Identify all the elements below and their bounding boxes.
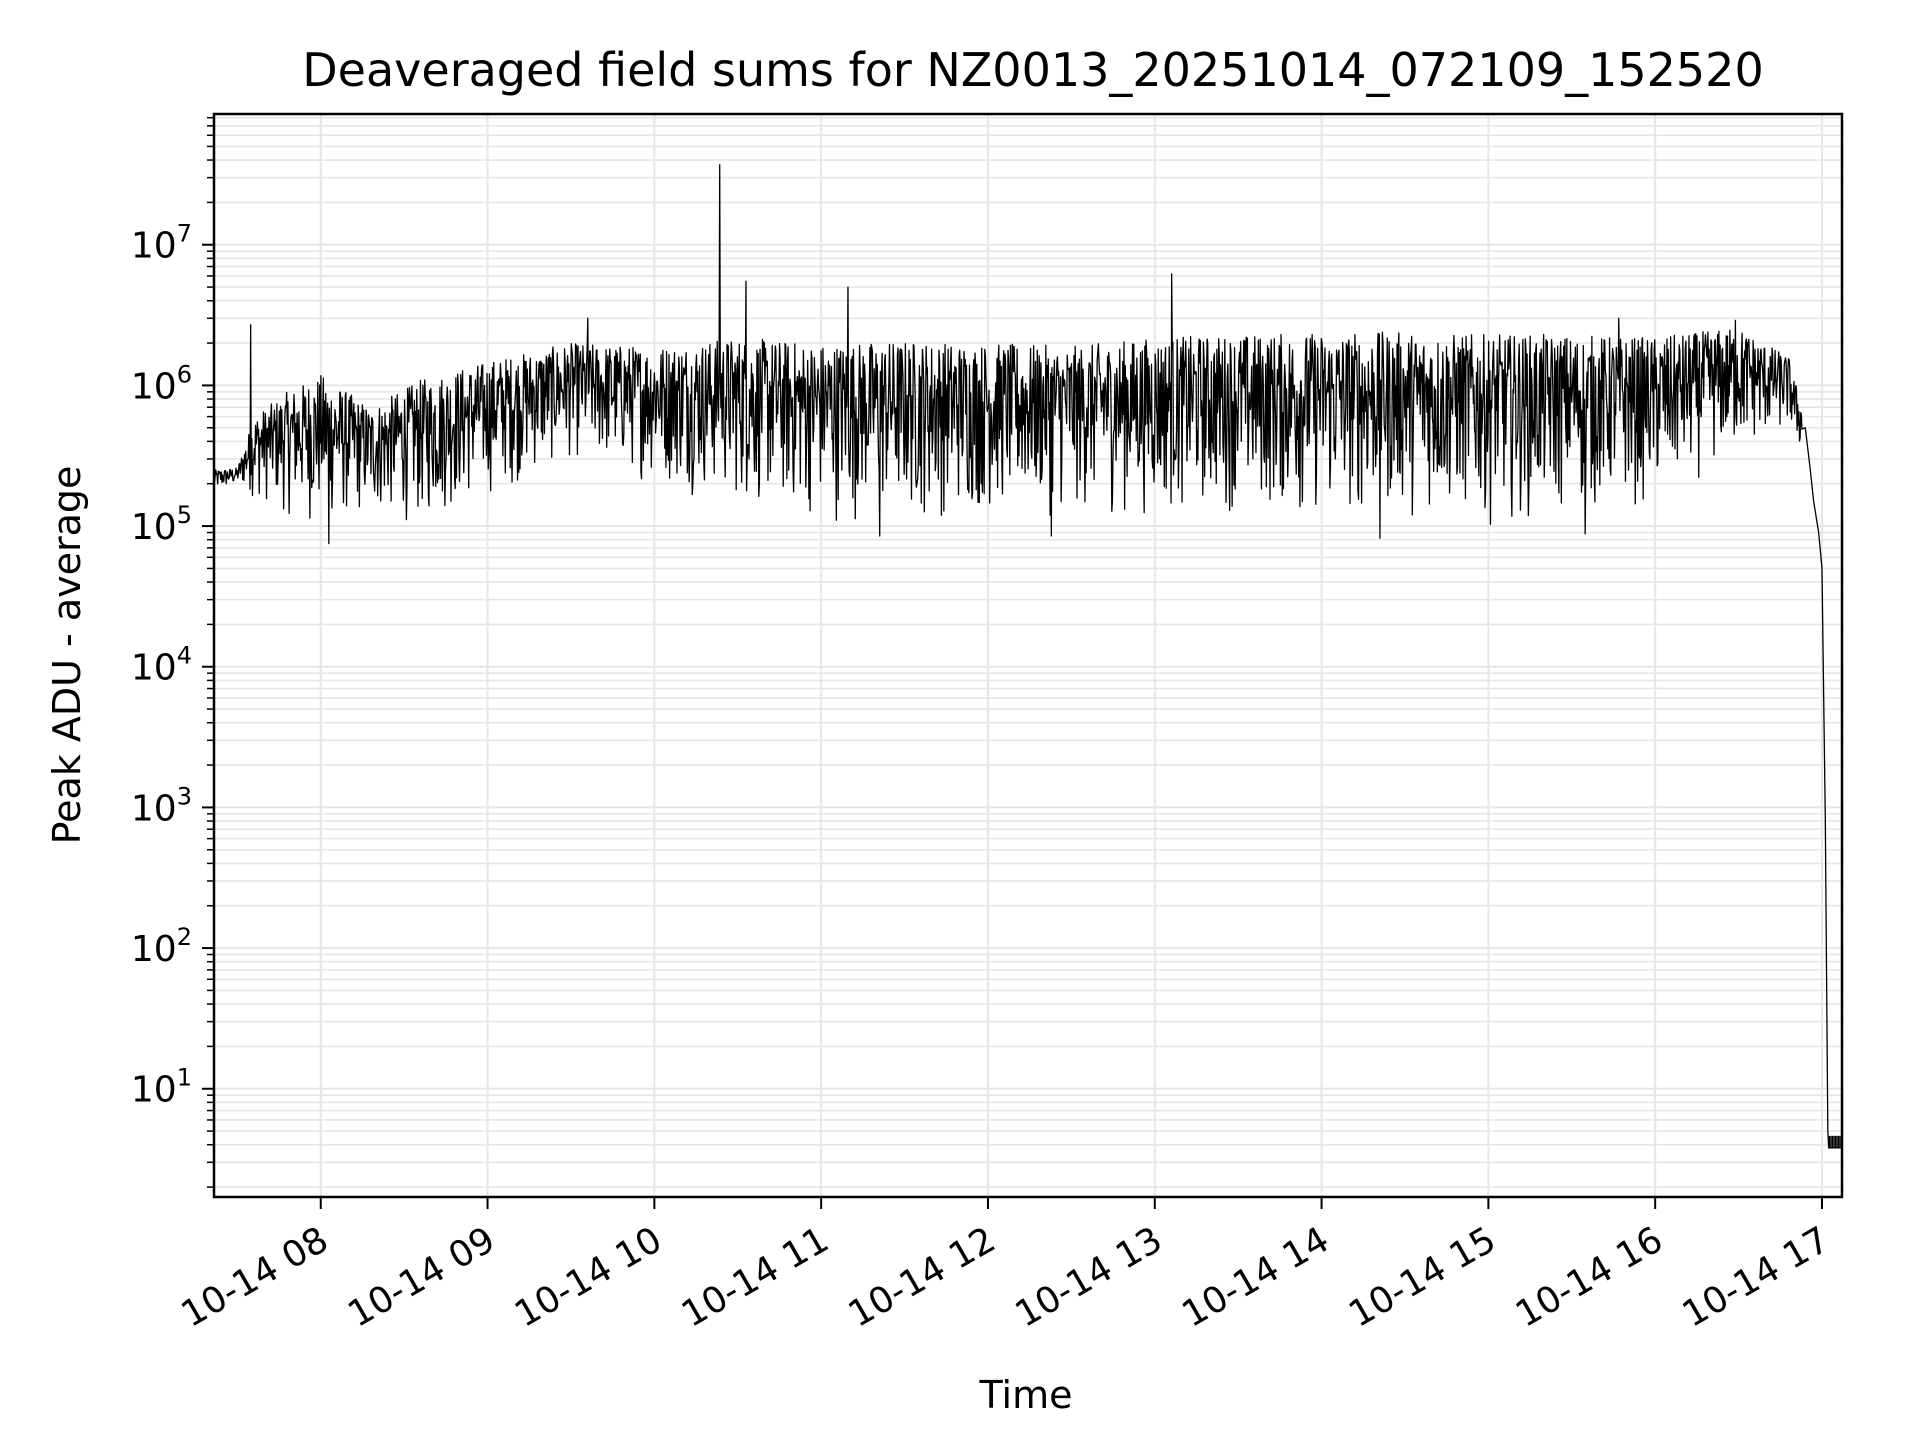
y-tick-exponent: 2	[177, 923, 192, 951]
y-tick-label: 103	[131, 782, 192, 829]
y-tick-base: 10	[131, 366, 177, 407]
y-tick-base: 10	[131, 788, 177, 829]
x-axis-label: Time	[979, 1373, 1073, 1417]
y-tick-exponent: 1	[177, 1064, 192, 1092]
series-path	[213, 164, 1842, 1149]
y-tick-label: 105	[131, 501, 192, 548]
y-tick-label: 101	[131, 1064, 192, 1111]
y-tick-exponent: 6	[177, 360, 192, 388]
y-tick-label: 104	[131, 642, 192, 689]
chart-title: Deaveraged field sums for NZ0013_2025101…	[302, 43, 1763, 97]
y-tick-base: 10	[131, 1070, 177, 1111]
y-tick-exponent: 5	[177, 501, 192, 529]
y-tick-exponent: 7	[177, 220, 192, 248]
y-tick-base: 10	[131, 929, 177, 970]
y-tick-label: 102	[131, 923, 192, 970]
y-tick-base: 10	[131, 648, 177, 689]
y-tick-label: 107	[131, 220, 192, 267]
plot-frame	[212, 112, 1844, 1199]
y-axis-label: Peak ADU - average	[45, 466, 89, 845]
y-tick-exponent: 4	[177, 642, 192, 670]
grid	[214, 114, 1842, 1197]
y-tick-exponent: 3	[177, 782, 192, 810]
y-tick-base: 10	[131, 507, 177, 548]
y-tick-base: 10	[131, 226, 177, 267]
series-line	[213, 164, 1842, 1149]
y-tick-label: 106	[131, 360, 192, 407]
